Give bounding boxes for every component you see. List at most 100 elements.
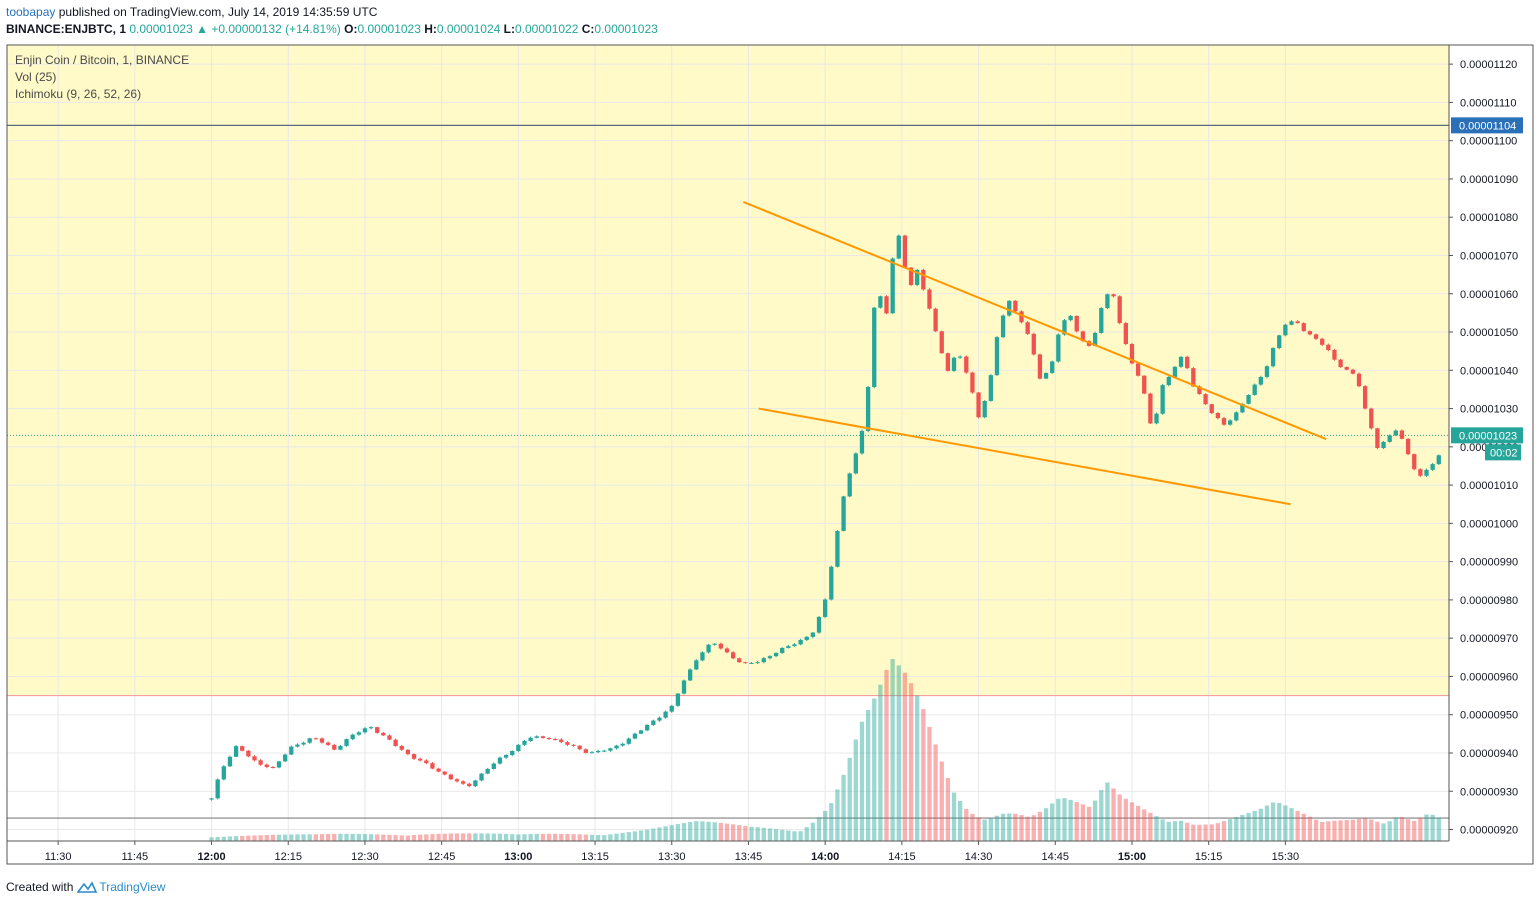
volume-bar <box>583 834 588 841</box>
symbol-name[interactable]: BINANCE:ENJBTC, 1 <box>6 22 127 36</box>
candle-body <box>1117 296 1122 324</box>
volume-bar <box>663 826 668 841</box>
x-tick-label: 11:30 <box>45 851 72 863</box>
volume-bar <box>1430 814 1435 841</box>
y-tick-label: 0.00001000 <box>1460 518 1518 530</box>
volume-bar <box>246 835 251 841</box>
volume-bar <box>939 761 944 841</box>
volume-bar <box>773 829 779 841</box>
trendline[interactable] <box>758 407 1291 506</box>
volume-bar <box>1203 824 1208 841</box>
volume-bar <box>890 658 895 841</box>
candle-body <box>1080 331 1086 342</box>
x-tick-label: 14:15 <box>888 851 916 863</box>
publish-info: toobapay published on TradingView.com, J… <box>6 5 377 19</box>
line-price-tag-text: 0.00001104 <box>1459 120 1516 132</box>
volume-bar <box>927 726 932 841</box>
x-tick-label: 14:45 <box>1041 851 1069 863</box>
volume-bar <box>362 834 368 841</box>
candle-body <box>332 744 337 750</box>
candle-body <box>344 739 349 746</box>
candle-body <box>626 738 631 744</box>
tradingview-brand-link[interactable]: TradingView <box>99 880 166 894</box>
candle-body <box>1326 344 1331 350</box>
volume-bar <box>706 821 711 841</box>
candle-body <box>454 779 460 782</box>
candle-body <box>516 744 521 751</box>
volume-bar <box>1099 790 1104 841</box>
volume-bar <box>252 835 257 841</box>
volume-bar <box>810 822 816 841</box>
legend-ichimoku[interactable]: Ichimoku (9, 26, 52, 26) <box>15 87 141 101</box>
publisher-link[interactable]: toobapay <box>6 5 56 19</box>
trendlines-layer[interactable] <box>742 200 1327 506</box>
volume-bar <box>994 815 1000 841</box>
candle-body <box>418 758 423 761</box>
candle-body <box>829 566 834 600</box>
candle-body <box>1148 393 1153 424</box>
volume-bar <box>1356 818 1362 841</box>
volume-bar <box>1264 805 1270 841</box>
candle-body <box>1166 376 1171 386</box>
candle-body <box>657 717 662 721</box>
volume-bar <box>442 833 447 841</box>
candle-body <box>559 739 564 743</box>
trendline[interactable] <box>742 200 1327 441</box>
volume-bar <box>1000 813 1006 841</box>
x-tick-label: 12:00 <box>197 851 225 863</box>
volume-bar <box>1209 824 1214 841</box>
volume-bar <box>626 832 631 841</box>
candle-body <box>976 392 981 418</box>
volume-bar <box>387 834 392 841</box>
candle-body <box>1418 469 1423 476</box>
volume-bar <box>1375 821 1380 841</box>
legend-title[interactable]: Enjin Coin / Bitcoin, 1, BINANCE <box>15 53 189 67</box>
candle-body <box>1381 441 1386 449</box>
candle-body <box>1399 430 1405 439</box>
candle-body <box>252 756 257 761</box>
candle-body <box>964 356 969 373</box>
candle-body <box>1050 361 1055 373</box>
volume-bar <box>1123 798 1128 841</box>
candle-body <box>1344 367 1349 370</box>
volume-bar <box>976 817 981 841</box>
candle-body <box>780 647 785 653</box>
y-tick-label: 0.00001030 <box>1460 404 1518 416</box>
volume-bar <box>1160 819 1165 841</box>
candle-body <box>1387 435 1392 442</box>
candle-body <box>583 749 588 753</box>
volume-bar <box>859 721 865 841</box>
volume-bar <box>1007 813 1012 841</box>
legend-volume[interactable]: Vol (25) <box>15 70 56 84</box>
volume-bar <box>675 824 681 841</box>
candle-body <box>473 780 478 787</box>
candle-body <box>381 732 386 736</box>
candle-body <box>958 356 963 358</box>
candle-body <box>313 738 319 740</box>
candle-body <box>761 658 766 663</box>
volume-bar <box>712 822 717 841</box>
volume-bar <box>1105 782 1110 841</box>
candle-body <box>724 648 730 653</box>
candle-body <box>798 639 803 645</box>
candle-body <box>240 746 245 751</box>
candle-body <box>688 669 693 681</box>
volume-bar <box>632 831 638 841</box>
price-tags: 0.00001104 0.00001023 00:02 <box>1451 117 1523 461</box>
volume-bar <box>700 821 705 841</box>
volume-bar <box>724 823 730 841</box>
candle-body <box>939 331 944 354</box>
volume-bar <box>448 833 453 841</box>
volume-bar <box>1166 821 1171 841</box>
x-tick-label: 14:30 <box>965 851 993 863</box>
volume-bar <box>258 835 263 841</box>
candle-body <box>841 496 846 531</box>
candle-body <box>638 730 644 734</box>
candle-body <box>399 745 404 750</box>
x-tick-label: 13:00 <box>504 851 532 863</box>
close-label: C: <box>581 22 595 36</box>
volume-bar <box>1013 813 1018 841</box>
volume-bar <box>270 834 276 841</box>
volume-bar <box>872 698 877 841</box>
